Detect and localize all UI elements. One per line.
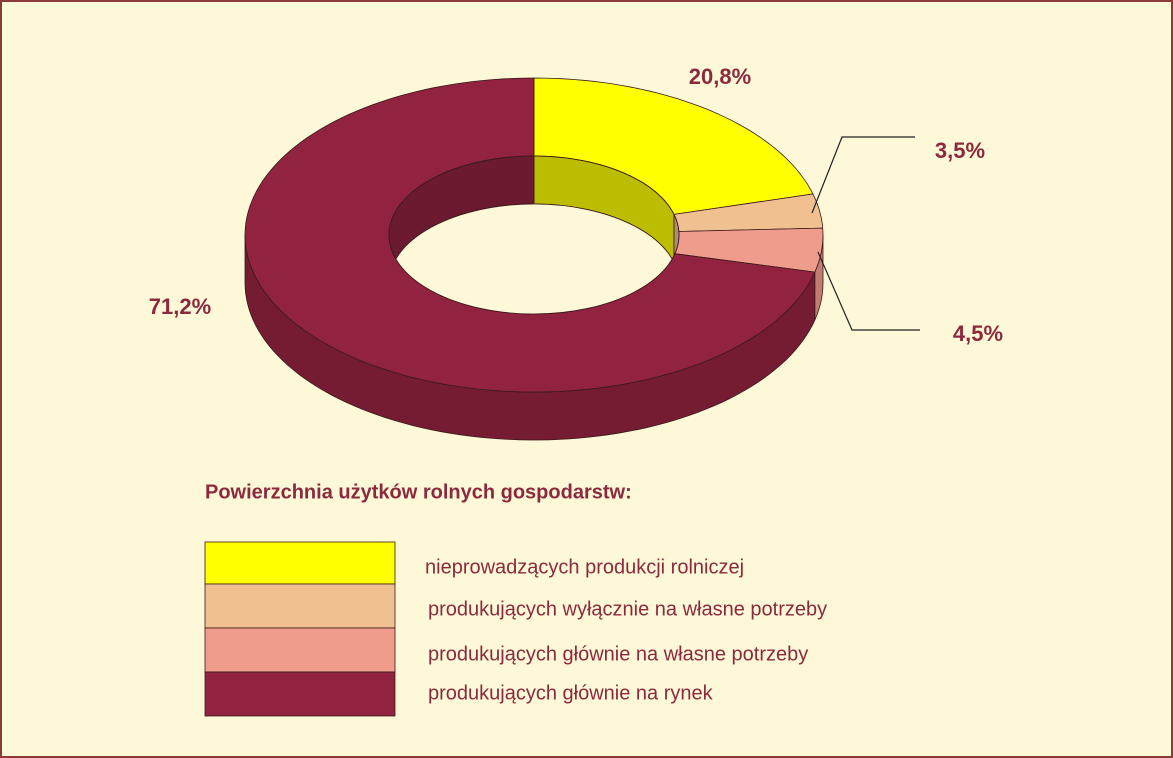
legend-swatch (204, 583, 396, 629)
legend-label: nieprowadzących produkcji rolniczej (425, 556, 744, 578)
leader-line (817, 251, 920, 331)
legend-swatch (204, 541, 396, 585)
legend-title: Powierzchnia użytków rolnych gospodarstw… (205, 481, 632, 503)
legend-swatch (204, 627, 396, 673)
value-label: 4,5% (953, 321, 1003, 346)
hole-edge (388, 155, 680, 315)
donut (244, 77, 824, 441)
value-label: 20,8% (689, 64, 751, 89)
hole-floor (389, 203, 679, 314)
value-label: 71,2% (149, 294, 211, 319)
legend-label: produkujących wyłącznie na własne potrze… (428, 598, 827, 620)
legend-label: produkujących głównie na własne potrzeby (428, 643, 808, 665)
legend-swatch (204, 671, 396, 717)
value-label: 3,5% (935, 138, 985, 163)
leader-line (811, 136, 915, 214)
legend-label: produkujących głównie na rynek (428, 682, 714, 704)
